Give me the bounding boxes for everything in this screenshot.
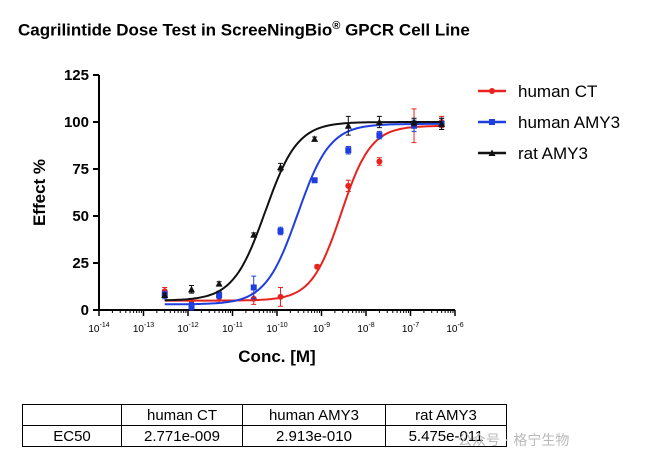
x-tick-label: 10-7 [402,322,419,335]
fit-curve-human-ct [164,125,442,302]
chart-title: Cagrilintide Dose Test in ScreeNingBio® … [18,20,470,41]
y-tick-label: 100 [64,114,89,131]
y-axis-label: Effect % [30,159,49,226]
x-tick-label: 10-11 [222,322,243,335]
legend-marker-human-ct [489,88,495,94]
x-tick-label: 10-12 [177,322,198,335]
data-point-human-ct [345,182,352,189]
data-point-rat-amy3 [438,120,446,127]
title-registered-mark: ® [332,20,341,32]
table-header-cell: rat AMY3 [385,404,507,426]
legend-marker-human-amy3 [489,119,495,125]
data-point-human-amy3 [216,291,223,298]
table-header-row: human CT human AMY3 rat AMY3 [22,404,507,426]
table-header-cell: human AMY3 [242,404,386,426]
y-tick-label: 50 [72,208,89,225]
data-point-rat-amy3 [250,231,258,238]
x-tick-label: 10-14 [88,322,109,335]
ec50-value-rat-amy3: 5.475e-011 [385,425,507,447]
data-point-human-ct [277,293,284,300]
y-tick-label: 75 [72,161,89,178]
data-point-rat-amy3 [215,280,223,287]
legend-marker-rat-amy3 [488,149,496,156]
data-point-human-amy3 [376,132,383,139]
title-main: Cagrilintide Dose Test in ScreeNingBio [18,20,333,40]
data-point-human-amy3 [188,303,195,310]
legend-label-human-ct: human CT [518,82,597,101]
x-tick-label: 10-10 [266,322,287,335]
x-tick-label: 10-9 [313,322,330,335]
data-point-human-amy3 [277,228,284,235]
legend-label-rat-amy3: rat AMY3 [518,144,588,163]
ec50-value-human-amy3: 2.913e-010 [242,425,386,447]
data-point-human-amy3 [250,284,257,291]
title-tail: GPCR Cell Line [340,20,470,40]
x-tick-label: 10-6 [446,322,463,335]
ec50-row-label: EC50 [22,425,122,447]
dose-response-chart: 0 25 50 75 100 125 10-14 10-13 10-12 10-11 10-10 10… [30,67,620,366]
data-point-human-amy3 [311,177,318,184]
watermark: 公众号 · 格宁生物 [458,433,570,449]
ec50-value-human-ct: 2.771e-009 [121,425,243,447]
data-point-human-ct [376,158,383,165]
y-tick-label: 25 [72,255,89,272]
x-tick-label: 10-13 [133,322,154,335]
data-point-rat-amy3 [410,118,418,125]
y-tick-label: 0 [81,302,89,319]
data-point-human-amy3 [345,147,352,154]
data-point-rat-amy3 [277,163,285,171]
data-point-rat-amy3 [188,285,196,293]
table-header-cell: human CT [121,404,243,426]
ec50-table: human CT human AMY3 rat AMY3 EC50 2.771e… [22,404,507,447]
data-point-rat-amy3 [311,135,319,142]
y-tick-label: 125 [64,67,89,84]
legend-label-human-amy3: human AMY3 [518,113,620,132]
x-tick-label: 10-8 [357,322,374,335]
data-point-human-ct [314,263,321,270]
fit-curve-rat-amy3 [164,121,442,302]
data-point-rat-amy3 [161,291,169,298]
table-row: EC50 2.771e-009 2.913e-010 5.475e-011 [22,425,507,447]
data-point-rat-amy3 [344,122,352,129]
data-point-rat-amy3 [375,118,383,125]
fit-curve-human-amy3 [164,122,442,306]
x-axis-label: Conc. [M] [238,347,315,366]
table-header-cell [22,404,122,426]
